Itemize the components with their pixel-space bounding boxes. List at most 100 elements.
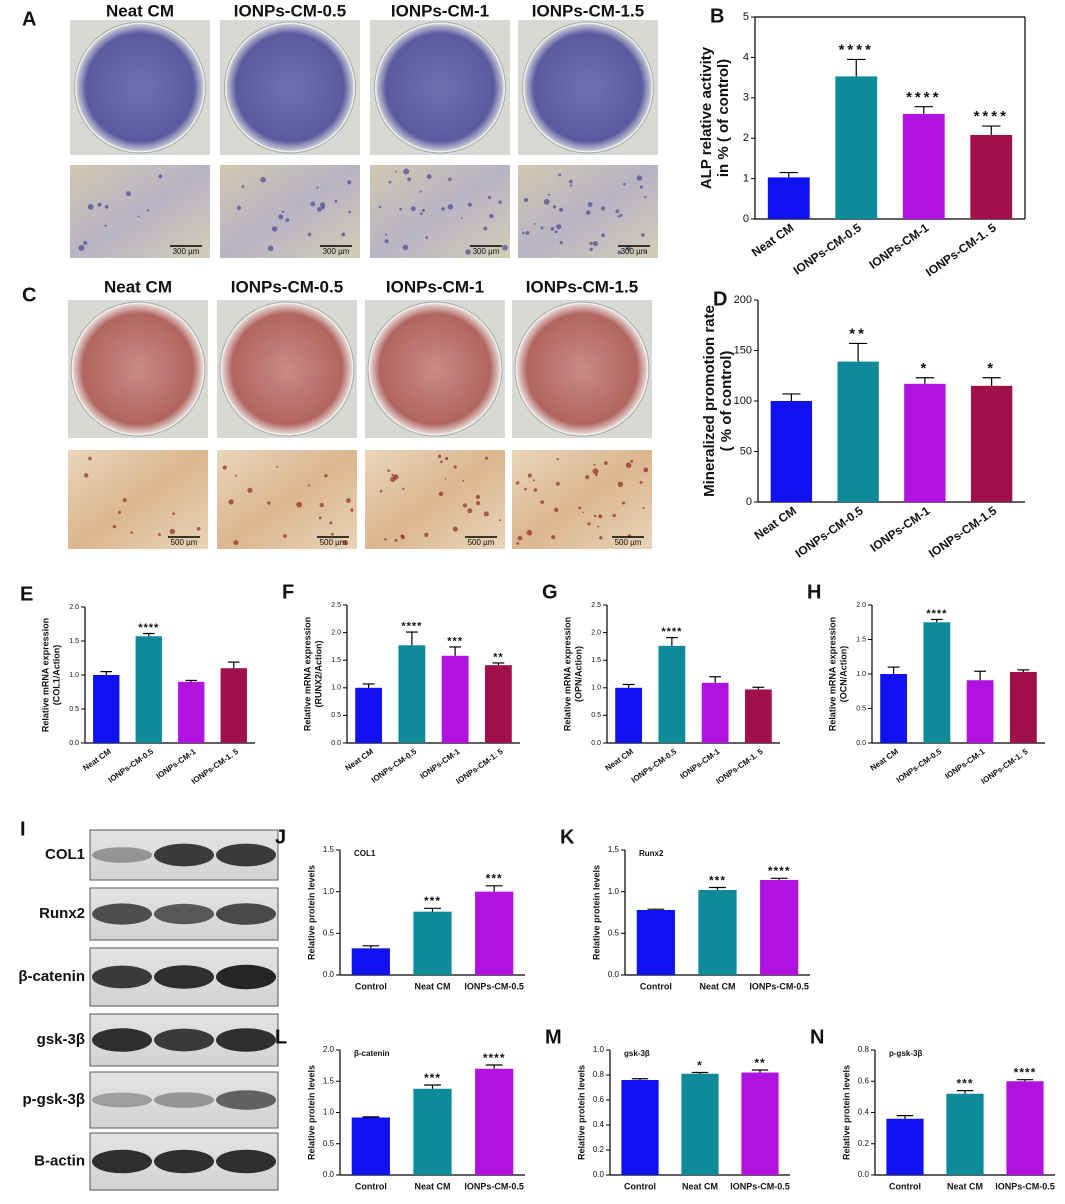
blot-band (92, 847, 152, 863)
stain-spot (87, 203, 94, 210)
bar (1006, 1081, 1044, 1175)
stain-spot (642, 507, 645, 510)
stain-spot (617, 481, 624, 488)
stain-spot (593, 514, 597, 518)
bar (636, 910, 675, 975)
stain-spot (334, 199, 338, 203)
blot-band (154, 1149, 214, 1174)
y-tick-label: 2.0 (856, 602, 866, 609)
stain-spot (285, 218, 290, 223)
stain-spot (247, 487, 253, 493)
bar (741, 1072, 779, 1175)
stain-spot (440, 460, 443, 464)
stained-well (524, 24, 652, 151)
significance: *** (709, 873, 726, 887)
x-tick-label: IONPs-CM-0.5 (793, 503, 866, 560)
panel-letter: C (22, 284, 36, 306)
stain-spot (391, 473, 394, 477)
stain-spot (271, 226, 278, 232)
stain-spot (547, 193, 550, 196)
x-tick-label: Neat CM (604, 747, 636, 773)
stain-spot (527, 473, 532, 478)
stain-spot (399, 207, 402, 211)
significance: * (697, 1058, 703, 1072)
bar (902, 113, 945, 219)
significance: **** (1014, 1065, 1037, 1079)
y-tick-label: 0.8 (858, 1045, 870, 1054)
stained-well (222, 304, 352, 434)
y-tick-label: 1.5 (608, 845, 620, 854)
y-axis-label: ALP relative activity (698, 46, 715, 189)
stain-spot (498, 200, 502, 204)
bar (475, 1068, 514, 1175)
stain-spot (234, 474, 237, 477)
significance: *** (424, 894, 441, 908)
bar (681, 1073, 719, 1175)
stain-spot (641, 233, 645, 237)
bar (351, 1117, 390, 1175)
bar (135, 636, 162, 743)
significance: *** (424, 1071, 441, 1085)
stain-spot (402, 487, 405, 490)
stain-spot (593, 463, 596, 466)
stain-spot (384, 538, 387, 541)
panel-letter: D (713, 288, 727, 310)
stain-spot (402, 244, 409, 251)
bar (835, 76, 878, 219)
bar (880, 674, 908, 743)
stain-spot (462, 479, 465, 482)
stain-spot (515, 481, 520, 485)
y-axis-label: ( % of control) (718, 351, 735, 452)
stain-spot (589, 247, 593, 252)
stain-spot (158, 174, 163, 179)
panel-letter: G (542, 581, 558, 603)
blot-band (92, 1092, 152, 1108)
panel-letter: H (807, 581, 821, 603)
stain-spot (522, 231, 525, 235)
stain-spot (283, 534, 287, 538)
x-tick-label: Neat CM (414, 1181, 450, 1191)
stain-spot (378, 205, 382, 209)
y-tick-label: 2.5 (591, 602, 601, 609)
y-tick-label: 0 (746, 496, 752, 508)
micrograph (68, 450, 208, 549)
y-axis-label: (OPN/Action) (573, 646, 583, 702)
x-tick-label: Control (640, 981, 672, 991)
y-tick-label: 1.5 (323, 845, 335, 854)
y-tick-label: 150 (734, 344, 752, 356)
stain-spot (558, 173, 562, 177)
x-tick-label: IONPs-CM-1 (868, 503, 933, 554)
column-label: IONPs-CM-1 (391, 1, 489, 20)
blot-band (154, 903, 214, 925)
stain-spot (559, 207, 564, 212)
bar (904, 383, 946, 502)
stain-spot (612, 513, 616, 518)
stain-spot (438, 491, 444, 497)
stain-spot (130, 531, 133, 534)
y-axis-label: Relative protein levels (591, 865, 601, 960)
stain-spot (146, 209, 150, 212)
y-tick-label: 2.0 (591, 629, 601, 636)
stain-spot (342, 540, 349, 546)
y-tick-label: 0.5 (69, 706, 79, 713)
y-tick-label: 1.5 (856, 636, 866, 643)
micrograph (220, 165, 360, 258)
stain-spot (137, 215, 140, 218)
bar (413, 1088, 452, 1175)
y-tick-label: 0.4 (593, 1120, 605, 1129)
stain-spot (540, 500, 544, 504)
stain-spot (448, 177, 452, 181)
x-tick-label: IONPs-CM-0.5 (791, 220, 864, 277)
stain-spot (525, 231, 530, 235)
bar (946, 1093, 984, 1175)
stain-spot (104, 204, 109, 209)
stain-spot (476, 501, 481, 506)
x-tick-label: IONPs-CM-0.5 (464, 981, 524, 991)
stain-spot (350, 508, 354, 512)
stain-spot (569, 184, 573, 187)
stain-spot (601, 206, 606, 211)
y-tick-label: 5 (743, 11, 749, 23)
significance: **** (138, 622, 159, 634)
stain-spot (550, 227, 555, 231)
x-tick-label: IONPs-CM-0.5 (464, 1181, 524, 1191)
